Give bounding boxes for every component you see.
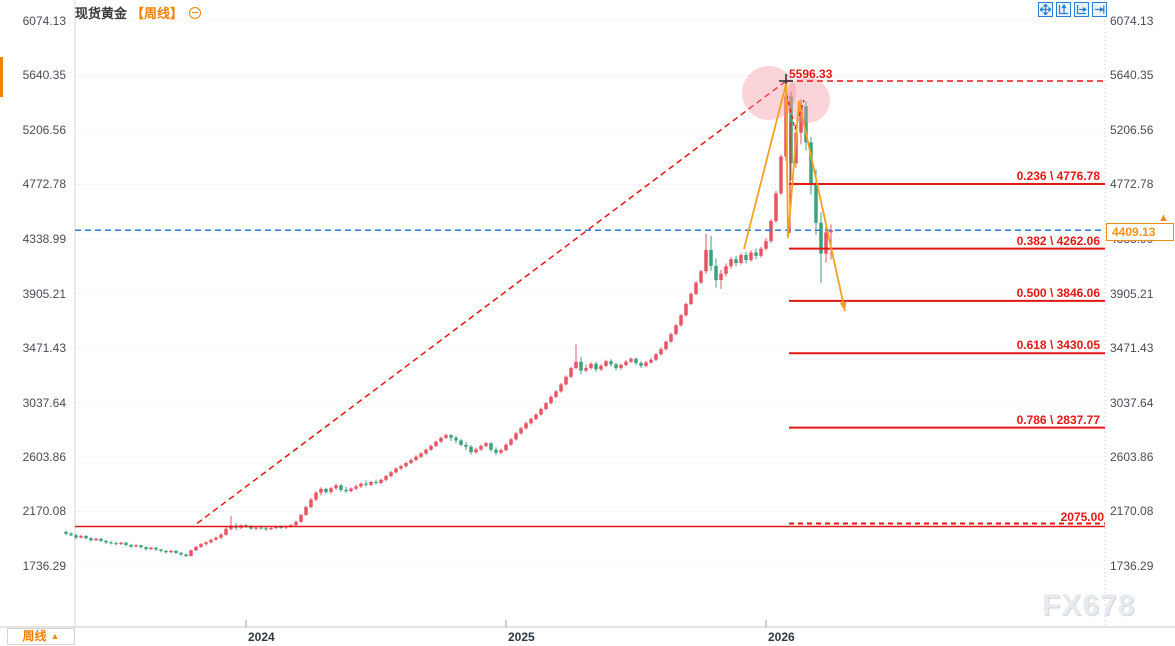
candlestick-series[interactable] [64, 81, 833, 557]
y-axis-label-left: 5640.35 [22, 68, 66, 83]
mini-dash-line [794, 99, 805, 130]
timeframe-selector[interactable]: 周线 ▲ [7, 628, 75, 645]
fib-level-label: 0.618 \ 3430.05 [1016, 338, 1100, 353]
chart-toolbar [1038, 2, 1107, 17]
peak-price-label: 5596.33 [789, 67, 833, 82]
fib-level-label: 0.500 \ 3846.06 [1016, 285, 1100, 300]
fit-horizontal-icon[interactable] [1074, 2, 1089, 17]
y-axis-label-right: 3037.64 [1110, 395, 1154, 410]
y-axis-label-right: 6074.13 [1110, 14, 1154, 28]
y-axis-label-right: 1736.29 [1110, 559, 1154, 573]
y-axis-label-left: 3037.64 [22, 395, 66, 410]
y-axis-label-left: 6074.13 [22, 14, 66, 28]
highlight-circle [742, 66, 796, 120]
projection-arrowhead [839, 301, 847, 311]
y-axis-label-left: 5206.56 [22, 123, 66, 137]
projection-path[interactable] [743, 83, 846, 312]
fit-vertical-icon[interactable] [1056, 2, 1071, 17]
go-to-latest-icon[interactable] [1092, 2, 1107, 17]
minus-circle-icon[interactable] [189, 6, 202, 19]
support-price-label: 2075.00 [1060, 510, 1104, 525]
y-axis-label-left: 3905.21 [22, 286, 66, 301]
price-up-arrow-icon: ▲ [1158, 212, 1169, 225]
x-axis-label: 2026 [768, 630, 795, 644]
fib-level-label: 0.382 \ 4262.06 [1016, 233, 1100, 248]
fib-level-label: 0.786 \ 2837.77 [1016, 412, 1100, 427]
y-axis-label-right: 5206.56 [1110, 123, 1154, 137]
left-edge-marker [0, 57, 3, 97]
y-axis-label-right: 4772.78 [1110, 177, 1154, 192]
trend-line[interactable] [196, 80, 787, 525]
highlight-circle [784, 77, 830, 123]
chart-header: 现货黄金 【周线】 [75, 3, 202, 22]
y-axis-label-left: 4772.78 [22, 177, 66, 192]
x-axis-label: 2024 [248, 630, 275, 644]
y-axis-label-left: 1736.29 [22, 559, 66, 573]
fib-level-label: 0.236 \ 4776.78 [1016, 168, 1100, 183]
y-axis-label-right: 3471.43 [1110, 340, 1154, 355]
pan-icon[interactable] [1038, 2, 1053, 17]
current-price-box[interactable]: 4409.13 [1106, 223, 1174, 242]
y-axis-label-left: 3471.43 [22, 340, 66, 355]
x-axis-label: 2025 [508, 630, 535, 644]
symbol-title: 现货黄金 [75, 6, 128, 21]
y-axis-label-right: 3905.21 [1110, 286, 1154, 301]
y-axis-label-left: 4338.99 [22, 232, 66, 246]
y-axis-label-left: 2603.86 [22, 449, 66, 464]
triangle-up-icon: ▲ [50, 631, 60, 641]
timeframe-selector-label: 周线 [22, 629, 47, 643]
watermark: FX678 [1042, 589, 1136, 622]
timeframe-label: 【周线】 [131, 6, 184, 21]
y-axis-label-right: 5640.35 [1110, 68, 1154, 83]
y-axis-label-left: 2170.08 [22, 504, 66, 519]
y-axis-label-right: 2603.86 [1110, 449, 1154, 464]
y-axis-label-right: 2170.08 [1110, 504, 1154, 519]
